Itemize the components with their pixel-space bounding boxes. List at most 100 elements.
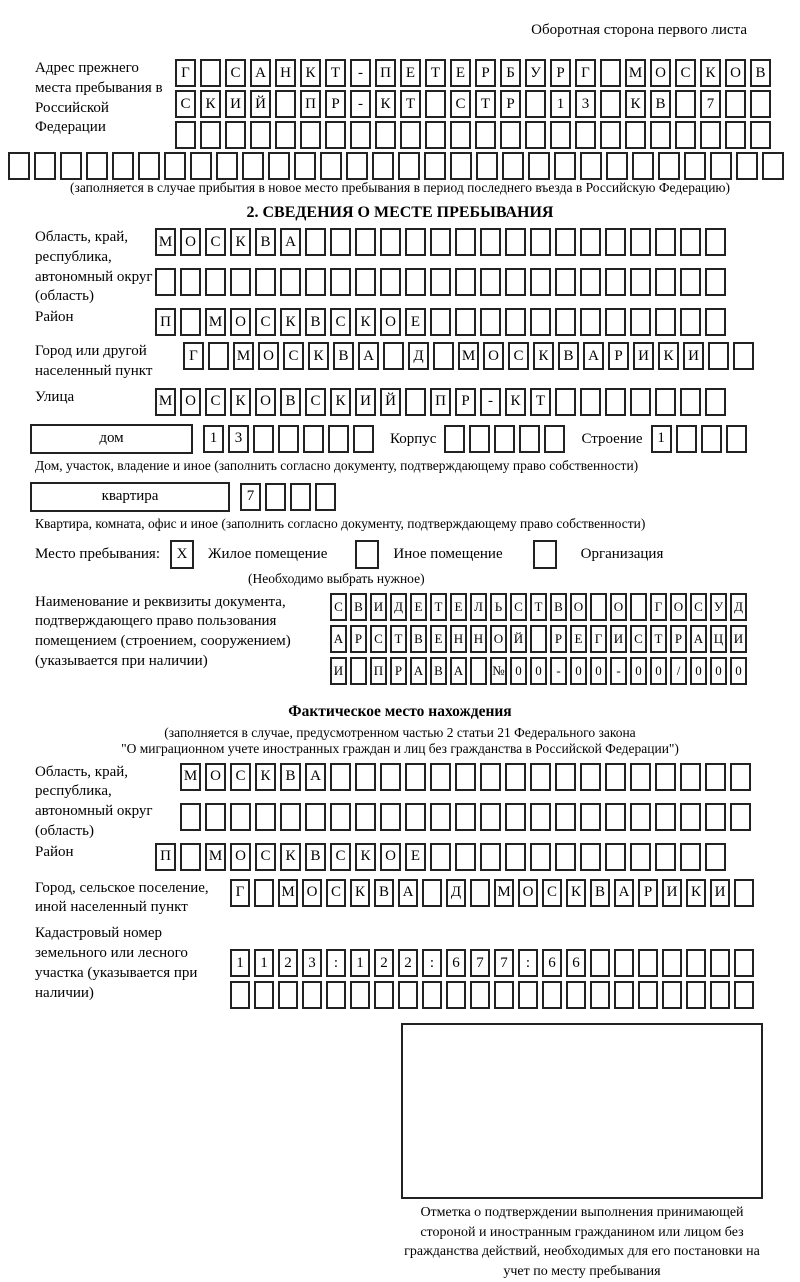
char-cell[interactable]: 0 [530, 656, 547, 685]
char-cell[interactable]: С [330, 308, 351, 336]
char-cell[interactable] [650, 121, 671, 149]
char-cell[interactable]: А [614, 878, 634, 907]
char-cell[interactable] [575, 121, 596, 149]
char-cell[interactable] [400, 121, 421, 149]
char-cell[interactable] [605, 268, 626, 296]
char-cell[interactable] [530, 624, 547, 653]
char-cell[interactable]: Д [390, 592, 407, 621]
char-cell[interactable]: П [155, 308, 176, 336]
char-cell[interactable] [355, 802, 376, 831]
char-cell[interactable]: В [590, 878, 610, 907]
char-cell[interactable]: В [410, 624, 427, 653]
char-cell[interactable]: А [280, 228, 301, 256]
char-cell[interactable] [455, 228, 476, 256]
char-cell[interactable] [680, 387, 701, 416]
char-cell[interactable] [750, 121, 771, 149]
char-cell[interactable]: Д [408, 342, 429, 370]
char-cell[interactable] [684, 152, 706, 180]
char-cell[interactable]: Г [590, 624, 607, 653]
char-cell[interactable] [680, 762, 701, 791]
char-cell[interactable]: Р [475, 59, 496, 87]
char-cell[interactable] [138, 152, 160, 180]
char-cell[interactable] [655, 228, 676, 256]
checkbox-organizatsiya[interactable] [532, 539, 557, 569]
char-cell[interactable]: Т [650, 624, 667, 653]
char-cell[interactable]: 1 [254, 949, 274, 978]
char-cell[interactable]: Г [650, 592, 667, 621]
char-cell[interactable] [430, 228, 451, 256]
char-cell[interactable]: Н [470, 624, 487, 653]
char-cell[interactable] [502, 152, 524, 180]
char-cell[interactable] [630, 228, 651, 256]
char-cell[interactable] [470, 878, 490, 907]
char-cell[interactable] [253, 424, 274, 453]
char-cell[interactable] [480, 228, 501, 256]
char-cell[interactable]: К [200, 90, 221, 118]
char-cell[interactable] [254, 981, 274, 1010]
char-cell[interactable]: В [350, 592, 367, 621]
char-cell[interactable]: С [255, 842, 276, 871]
char-cell[interactable] [505, 802, 526, 831]
char-cell[interactable]: К [350, 878, 370, 907]
char-cell[interactable]: Р [390, 656, 407, 685]
char-cell[interactable]: М [494, 878, 514, 907]
char-cell[interactable]: М [205, 842, 226, 871]
char-cell[interactable] [494, 981, 514, 1010]
char-cell[interactable] [555, 268, 576, 296]
char-cell[interactable]: 0 [510, 656, 527, 685]
char-cell[interactable] [580, 228, 601, 256]
char-cell[interactable] [330, 228, 351, 256]
char-cell[interactable]: А [358, 342, 379, 370]
char-cell[interactable] [605, 228, 626, 256]
char-cell[interactable]: Р [608, 342, 629, 370]
char-cell[interactable]: В [374, 878, 394, 907]
char-cell[interactable]: М [205, 308, 226, 336]
char-cell[interactable]: - [550, 656, 567, 685]
char-cell[interactable]: Р [455, 387, 476, 416]
char-cell[interactable]: С [690, 592, 707, 621]
char-cell[interactable]: Е [405, 842, 426, 871]
char-cell[interactable] [580, 387, 601, 416]
char-cell[interactable]: О [570, 592, 587, 621]
char-cell[interactable] [600, 90, 621, 118]
char-cell[interactable]: Е [430, 624, 447, 653]
char-cell[interactable] [280, 268, 301, 296]
char-cell[interactable] [278, 981, 298, 1010]
char-cell[interactable]: С [508, 342, 529, 370]
char-cell[interactable]: К [658, 342, 679, 370]
char-cell[interactable]: О [670, 592, 687, 621]
char-cell[interactable] [734, 949, 754, 978]
char-cell[interactable] [230, 802, 251, 831]
char-cell[interactable] [655, 387, 676, 416]
char-cell[interactable] [430, 762, 451, 791]
char-cell[interactable] [355, 228, 376, 256]
char-cell[interactable]: У [710, 592, 727, 621]
char-cell[interactable] [374, 981, 394, 1010]
char-cell[interactable]: 0 [650, 656, 667, 685]
char-cell[interactable] [278, 424, 299, 453]
char-cell[interactable] [505, 228, 526, 256]
char-cell[interactable] [680, 802, 701, 831]
char-cell[interactable] [580, 802, 601, 831]
char-cell[interactable] [268, 152, 290, 180]
char-cell[interactable]: М [180, 762, 201, 791]
char-cell[interactable] [625, 121, 646, 149]
char-cell[interactable]: 7 [494, 949, 514, 978]
char-cell[interactable] [180, 268, 201, 296]
char-cell[interactable] [330, 268, 351, 296]
char-cell[interactable] [632, 152, 654, 180]
char-cell[interactable] [205, 268, 226, 296]
char-cell[interactable]: А [583, 342, 604, 370]
char-cell[interactable] [638, 981, 658, 1010]
char-cell[interactable] [450, 152, 472, 180]
char-cell[interactable] [265, 482, 286, 511]
char-cell[interactable] [328, 424, 349, 453]
char-cell[interactable] [525, 90, 546, 118]
char-cell[interactable]: - [610, 656, 627, 685]
char-cell[interactable]: № [490, 656, 507, 685]
char-cell[interactable]: 1 [203, 424, 224, 453]
char-cell[interactable] [405, 228, 426, 256]
char-cell[interactable] [353, 424, 374, 453]
char-cell[interactable] [375, 121, 396, 149]
char-cell[interactable] [600, 121, 621, 149]
